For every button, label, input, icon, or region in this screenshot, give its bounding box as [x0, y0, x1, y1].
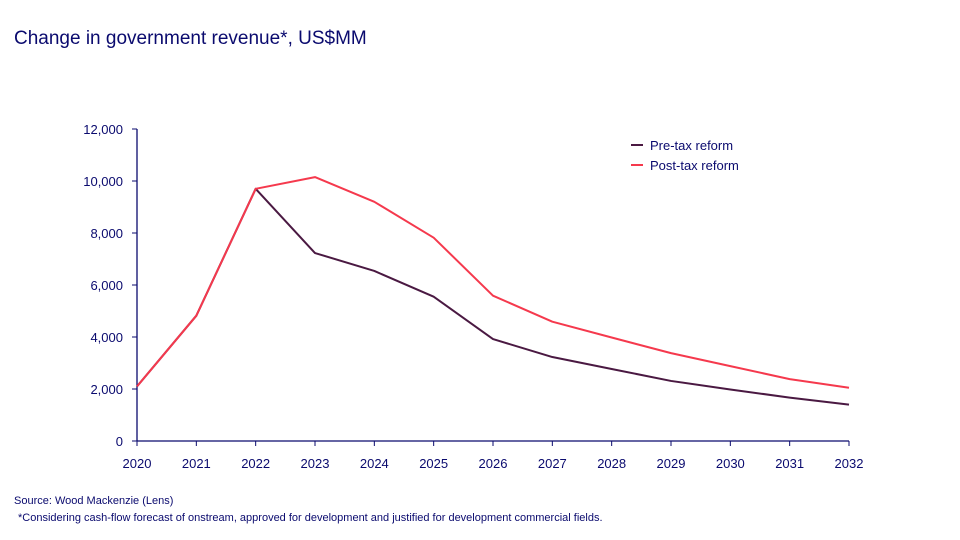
y-tick-label: 6,000: [90, 278, 123, 293]
legend-label: Post-tax reform: [650, 158, 739, 173]
source-note: Source: Wood Mackenzie (Lens): [14, 495, 174, 507]
x-tick-label: 2031: [775, 456, 804, 471]
y-tick-label: 2,000: [90, 382, 123, 397]
x-tick-label: 2020: [123, 456, 152, 471]
x-tick-label: 2025: [419, 456, 448, 471]
y-tick-label: 0: [116, 434, 123, 449]
series-line-post-tax: [136, 176, 850, 389]
x-tick-label: 2028: [597, 456, 626, 471]
y-tick-label: 10,000: [83, 174, 123, 189]
x-tick-label: 2032: [835, 456, 864, 471]
y-tick-label: 8,000: [90, 226, 123, 241]
x-tick-label: 2022: [241, 456, 270, 471]
x-tick-label: 2026: [479, 456, 508, 471]
y-tick-label: 4,000: [90, 330, 123, 345]
x-tick-label: 2027: [538, 456, 567, 471]
legend-label: Pre-tax reform: [650, 138, 733, 153]
x-tick-label: 2029: [657, 456, 686, 471]
x-tick-label: 2024: [360, 456, 389, 471]
x-tick-label: 2030: [716, 456, 745, 471]
y-tick-label: 12,000: [83, 122, 123, 137]
x-tick-label: 2021: [182, 456, 211, 471]
footnote: *Considering cash-flow forecast of onstr…: [18, 512, 603, 524]
x-tick-label: 2023: [301, 456, 330, 471]
chart-title: Change in government revenue*, US$MM: [14, 28, 367, 49]
